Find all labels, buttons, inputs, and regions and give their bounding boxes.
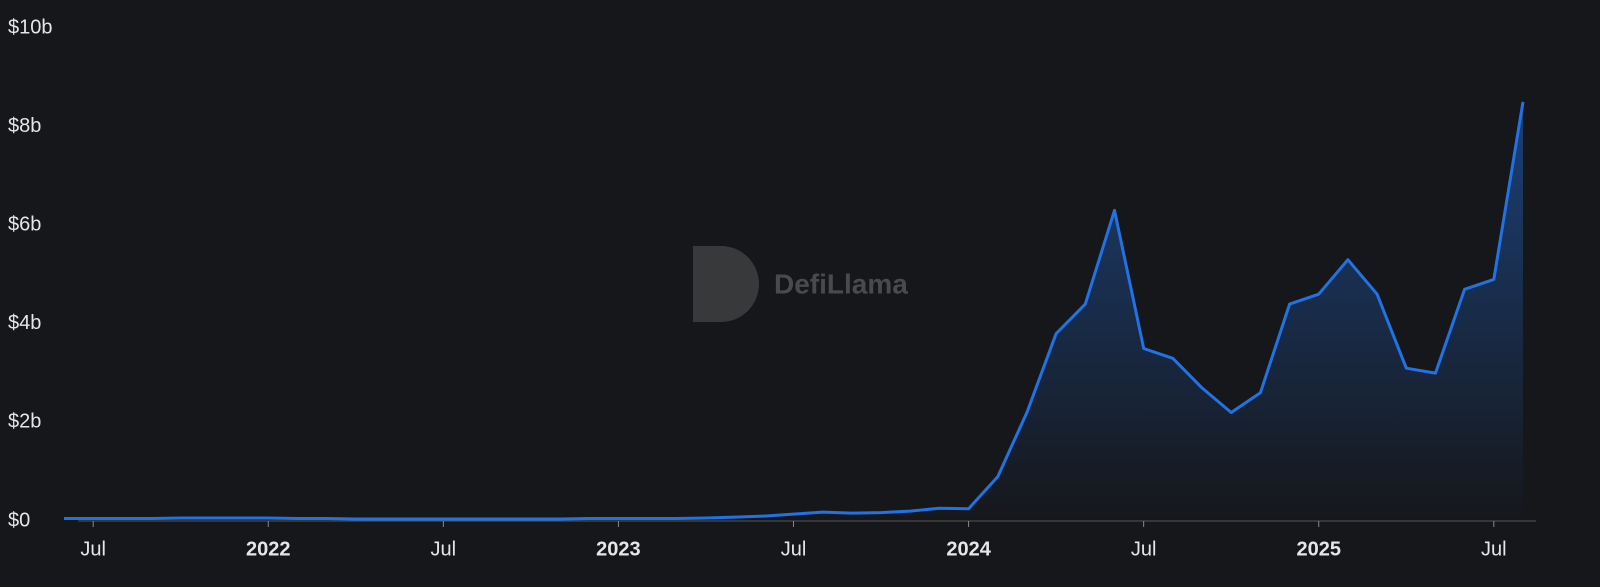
y-tick-label: $8b — [8, 115, 41, 137]
watermark-logo — [693, 246, 759, 322]
y-tick-label: $2b — [8, 411, 41, 433]
y-tick-label: $6b — [8, 213, 41, 235]
x-tick-label: Jul — [781, 538, 807, 560]
x-tick-label: Jul — [1131, 538, 1157, 560]
area-fill — [64, 101, 1523, 522]
x-tick-label: 2025 — [1296, 538, 1341, 560]
y-tick-label: $4b — [8, 312, 41, 334]
watermark: DefiLlama — [693, 246, 908, 322]
y-tick-label: $0 — [8, 509, 30, 531]
x-tick-label: 2024 — [946, 538, 991, 560]
x-tick-label: 2022 — [246, 538, 291, 560]
x-tick-label: Jul — [80, 538, 106, 560]
x-tick-label: Jul — [431, 538, 457, 560]
x-tick-label: Jul — [1481, 538, 1507, 560]
x-tick-label: 2023 — [596, 538, 641, 560]
watermark-text: DefiLlama — [774, 268, 908, 299]
line — [64, 101, 1525, 521]
y-tick-label: $10b — [8, 16, 53, 38]
